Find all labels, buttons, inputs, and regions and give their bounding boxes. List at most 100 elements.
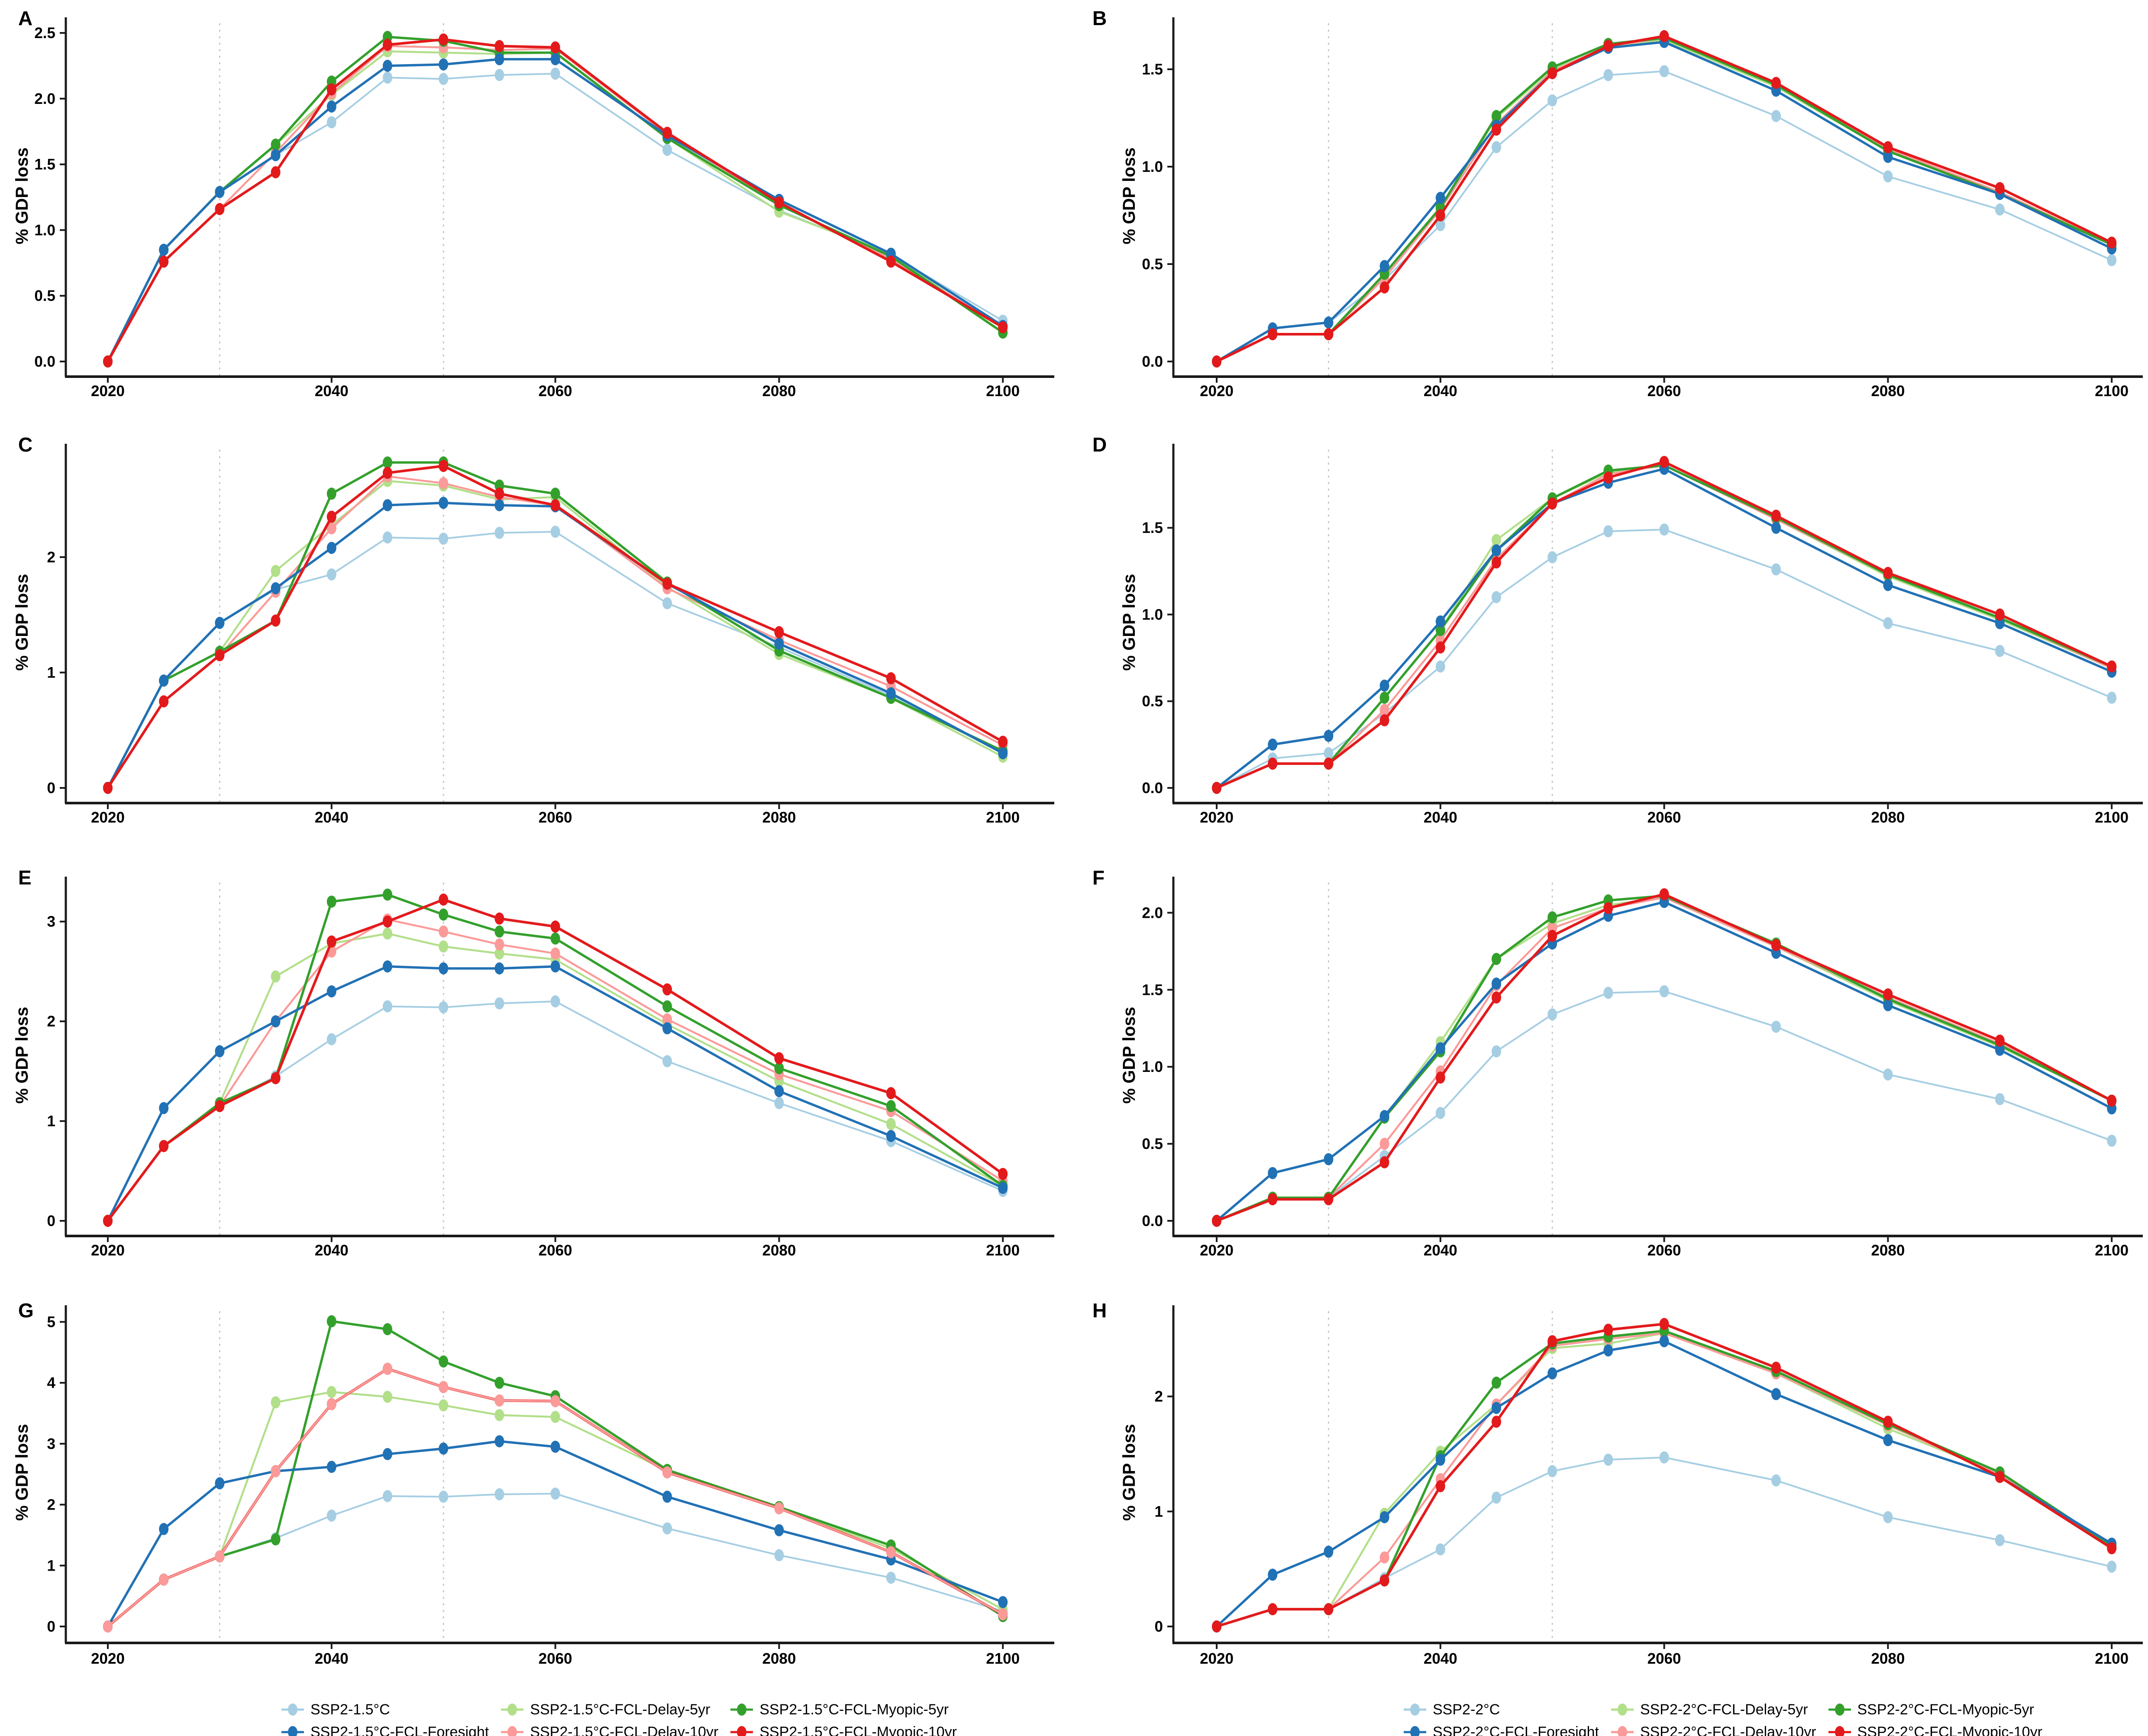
- y-tick-label: 2.0: [1142, 904, 1163, 921]
- y-tick-label: 1.5: [1142, 981, 1163, 998]
- data-point-marker: [383, 71, 392, 84]
- data-point-marker: [494, 1394, 504, 1407]
- legend-label: SSP2-1.5°C-FCL-Delay-5yr: [530, 1701, 711, 1718]
- data-point-marker: [1995, 182, 2005, 194]
- y-tick-label: 0.0: [1142, 353, 1163, 370]
- data-point-marker: [1212, 1215, 1221, 1227]
- data-point-marker: [1492, 591, 1501, 603]
- legend-item: SSP2-2°C-FCL-Delay-5yr: [1610, 1700, 1816, 1720]
- y-tick-label: 1.0: [1142, 1058, 1163, 1075]
- data-point-marker: [103, 1620, 113, 1633]
- data-point-marker: [1435, 1480, 1445, 1492]
- series-line: [107, 1440, 1004, 1628]
- y-tick-label: 1: [47, 1557, 55, 1574]
- data-point-marker: [1492, 1402, 1501, 1414]
- data-point-marker: [1492, 110, 1501, 122]
- data-point-marker: [383, 960, 392, 973]
- series-line: [1215, 1340, 2113, 1628]
- data-point-marker: [1659, 1451, 1669, 1464]
- data-point-marker: [1603, 1344, 1613, 1357]
- x-tick-label: 2060: [1647, 1242, 1681, 1259]
- data-point-marker: [159, 1573, 169, 1586]
- data-point-marker: [439, 477, 449, 490]
- data-point-marker: [439, 497, 449, 509]
- series-line: [1216, 990, 2113, 1222]
- y-tick-label: 0: [1155, 1618, 1163, 1635]
- panel-G: 2020 2040 2060 2080 2100 0 1 2 3 4 5 % GDP loss G: [0, 1292, 1074, 1691]
- data-point-marker: [215, 649, 225, 661]
- data-point-marker: [1435, 624, 1445, 636]
- data-point-marker: [774, 1085, 784, 1097]
- x-tick-label: 2020: [1200, 383, 1234, 400]
- series-line: [1215, 896, 2113, 1222]
- data-point-marker: [550, 487, 560, 500]
- y-tick-label: 0.0: [1142, 1213, 1163, 1229]
- data-point-marker: [1435, 615, 1445, 628]
- series-markers: [1212, 459, 2117, 794]
- data-point-marker: [215, 1477, 225, 1490]
- x-tick-label: 2080: [1871, 809, 1905, 826]
- data-point-marker: [550, 526, 560, 538]
- data-point-marker: [662, 578, 672, 590]
- data-point-marker: [1883, 617, 1893, 629]
- series-line: [107, 1391, 1004, 1628]
- data-point-marker: [103, 782, 113, 794]
- data-point-marker: [1379, 1511, 1389, 1523]
- data-point-marker: [550, 1440, 560, 1453]
- data-point-marker: [1492, 1491, 1501, 1504]
- data-point-marker: [439, 58, 449, 71]
- data-point-marker: [494, 947, 504, 960]
- data-point-marker: [1603, 902, 1613, 914]
- legend-item: SSP2-2°C-FCL-Foresight: [1403, 1722, 1599, 1736]
- data-point-marker: [1379, 1110, 1389, 1122]
- x-tick-label: 2060: [539, 809, 572, 826]
- data-point-marker: [886, 1546, 896, 1559]
- series-markers: [1212, 891, 2117, 1227]
- data-point-marker: [439, 962, 449, 974]
- legend-column: SSP2-1.5°C-FCL-Myopic-5yr SSP2-1.5°C-FCL-…: [730, 1700, 957, 1736]
- data-point-marker: [774, 1052, 784, 1065]
- y-tick-label: 0: [47, 1618, 55, 1635]
- x-tick-label: 2020: [91, 383, 125, 400]
- data-point-marker: [1603, 69, 1613, 81]
- x-tick-label: 2060: [539, 1650, 572, 1667]
- data-point-marker: [326, 116, 336, 129]
- data-point-marker: [1547, 551, 1557, 564]
- x-tick-label: 2080: [1871, 1242, 1905, 1259]
- data-point-marker: [1379, 703, 1389, 716]
- data-point-marker: [494, 1409, 504, 1421]
- legend-item: SSP2-2°C-FCL-Myopic-10yr: [1828, 1722, 2042, 1736]
- y-tick-label: 2: [47, 1013, 55, 1030]
- data-point-marker: [159, 244, 169, 256]
- y-tick-label: 1.5: [1142, 520, 1163, 536]
- y-tick-label: 1: [1155, 1503, 1163, 1520]
- legend-label: SSP2-1.5°C: [310, 1701, 390, 1718]
- data-point-marker: [1379, 714, 1389, 726]
- data-point-marker: [271, 1465, 281, 1478]
- series-line: [107, 465, 1005, 789]
- data-point-marker: [1995, 608, 2005, 621]
- data-point-marker: [439, 1381, 449, 1393]
- legend-label: SSP2-2°C: [1433, 1701, 1500, 1718]
- y-tick-label: 2.0: [34, 90, 55, 107]
- data-point-marker: [326, 1398, 336, 1410]
- data-point-marker: [1379, 260, 1389, 272]
- data-point-marker: [271, 1396, 281, 1409]
- series-line: [1215, 464, 2113, 789]
- data-point-marker: [1492, 1045, 1501, 1058]
- data-point-marker: [494, 69, 504, 81]
- series-markers: [1212, 1318, 2117, 1633]
- series-line: [107, 475, 1004, 789]
- data-point-marker: [662, 1022, 672, 1035]
- series-markers: [103, 894, 1008, 1227]
- panel-letter-E: E: [18, 866, 32, 889]
- data-point-marker: [1268, 1603, 1278, 1616]
- data-point-marker: [215, 616, 225, 629]
- data-point-marker: [1603, 987, 1613, 999]
- data-point-marker: [1659, 1335, 1669, 1348]
- data-point-marker: [1603, 471, 1613, 484]
- data-point-marker: [494, 912, 504, 925]
- data-point-marker: [439, 1399, 449, 1412]
- legend-column: SSP2-2°C-FCL-Myopic-5yr SSP2-2°C-FCL-Myop…: [1828, 1700, 2042, 1736]
- data-point-marker: [550, 960, 560, 973]
